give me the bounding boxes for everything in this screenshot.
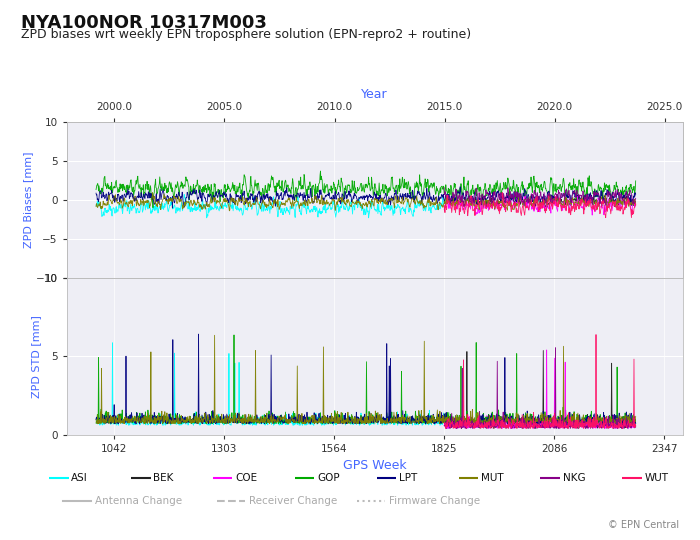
Text: Antenna Change: Antenna Change: [95, 496, 182, 505]
Text: Firmware Change: Firmware Change: [389, 496, 480, 505]
Text: ASI: ASI: [71, 473, 88, 483]
Text: NYA100NOR 10317M003: NYA100NOR 10317M003: [21, 14, 267, 31]
X-axis label: GPS Week: GPS Week: [343, 460, 406, 472]
Y-axis label: ZPD STD [mm]: ZPD STD [mm]: [32, 315, 41, 398]
Text: GOP: GOP: [317, 473, 340, 483]
Text: COE: COE: [235, 473, 258, 483]
Text: LPT: LPT: [399, 473, 417, 483]
X-axis label: Year: Year: [361, 89, 388, 102]
Text: ZPD biases wrt weekly EPN troposphere solution (EPN-repro2 + routine): ZPD biases wrt weekly EPN troposphere so…: [21, 28, 471, 41]
Text: MUT: MUT: [481, 473, 503, 483]
Y-axis label: ZPD Biases [mm]: ZPD Biases [mm]: [23, 152, 33, 248]
Text: Receiver Change: Receiver Change: [249, 496, 337, 505]
Text: BEK: BEK: [153, 473, 174, 483]
Text: © EPN Central: © EPN Central: [608, 520, 679, 530]
Text: NKG: NKG: [563, 473, 585, 483]
Text: WUT: WUT: [645, 473, 668, 483]
